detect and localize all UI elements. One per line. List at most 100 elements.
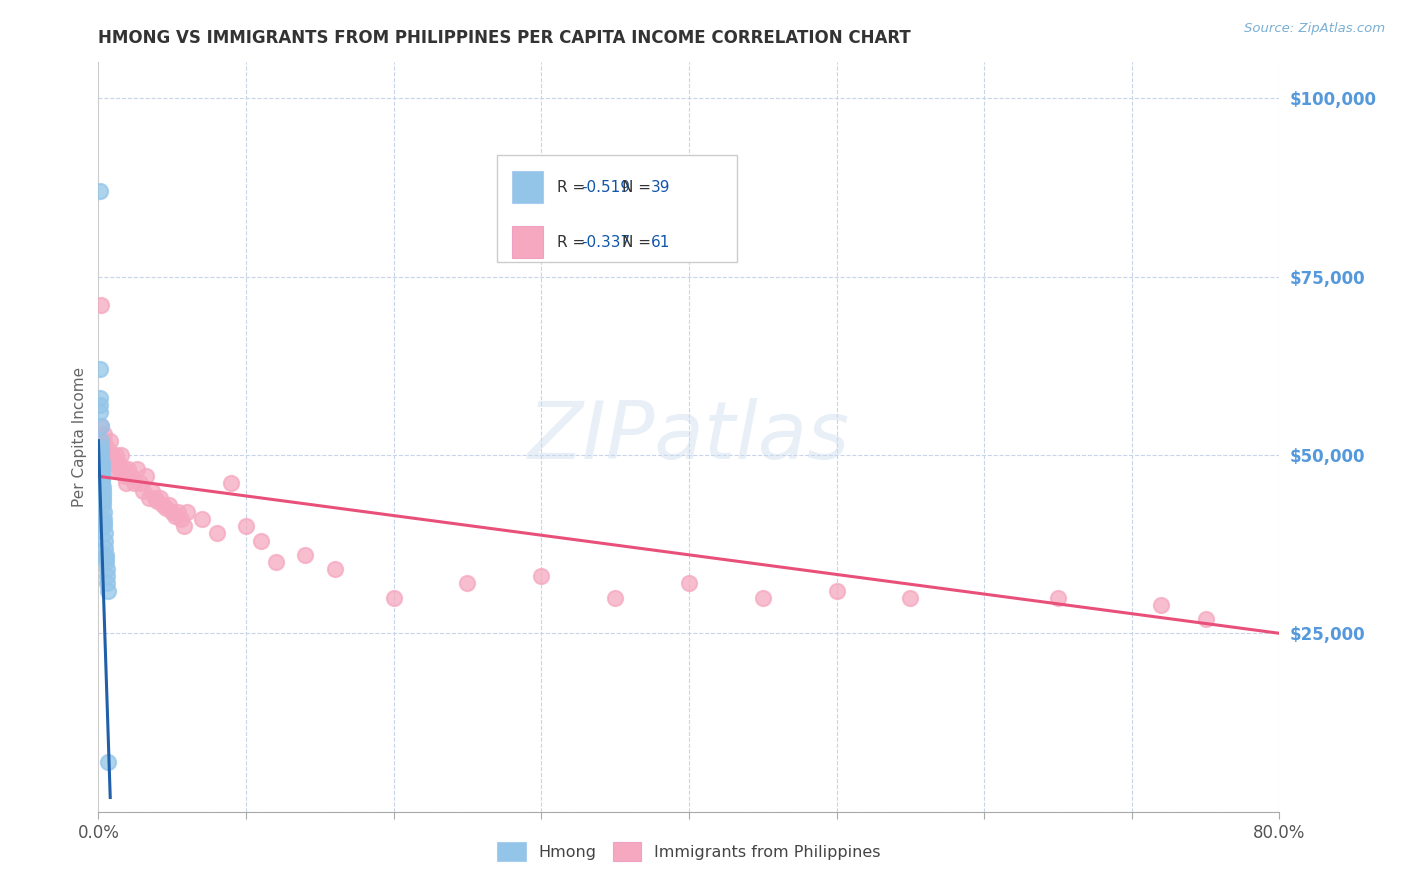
Point	[176, 505, 198, 519]
Point	[91, 494, 114, 508]
Point	[94, 541, 117, 555]
Point	[104, 462, 127, 476]
Point	[93, 426, 115, 441]
Point	[323, 562, 346, 576]
Point	[752, 591, 775, 605]
Point	[93, 519, 115, 533]
Point	[96, 562, 118, 576]
Point	[530, 569, 553, 583]
Point	[90, 448, 112, 462]
Point	[157, 498, 180, 512]
Point	[120, 469, 142, 483]
Point	[90, 455, 112, 469]
Text: -0.519: -0.519	[581, 179, 630, 194]
Point	[264, 555, 287, 569]
Point	[91, 476, 114, 491]
Point	[105, 448, 128, 462]
Point	[90, 458, 112, 473]
Point	[90, 419, 112, 434]
Text: HMONG VS IMMIGRANTS FROM PHILIPPINES PER CAPITA INCOME CORRELATION CHART: HMONG VS IMMIGRANTS FROM PHILIPPINES PER…	[98, 29, 911, 47]
Point	[90, 419, 112, 434]
Point	[94, 548, 117, 562]
Text: N =: N =	[621, 179, 655, 194]
Point	[1195, 612, 1218, 626]
Point	[110, 448, 132, 462]
Point	[100, 448, 122, 462]
Point	[108, 462, 131, 476]
Point	[94, 555, 117, 569]
Text: Source: ZipAtlas.com: Source: ZipAtlas.com	[1244, 22, 1385, 36]
Text: R =: R =	[557, 179, 591, 194]
Y-axis label: Per Capita Income: Per Capita Income	[72, 367, 87, 508]
Point	[132, 483, 155, 498]
Point	[90, 441, 112, 455]
Point	[90, 434, 112, 448]
Point	[91, 480, 114, 494]
Point	[605, 591, 627, 605]
Point	[98, 434, 121, 448]
Point	[103, 455, 125, 469]
Point	[96, 441, 118, 455]
Point	[294, 548, 316, 562]
Point	[162, 505, 183, 519]
Point	[91, 434, 114, 448]
Point	[117, 462, 139, 476]
Point	[125, 462, 148, 476]
Point	[900, 591, 922, 605]
Point	[93, 512, 115, 526]
Point	[152, 498, 174, 512]
Point	[1046, 591, 1070, 605]
Point	[94, 448, 117, 462]
Point	[112, 462, 135, 476]
Text: N =: N =	[621, 235, 655, 250]
Point	[250, 533, 273, 548]
Point	[221, 476, 243, 491]
Point	[235, 519, 257, 533]
Point	[141, 483, 163, 498]
Point	[114, 469, 136, 483]
Point	[91, 487, 114, 501]
Point	[93, 516, 115, 530]
Point	[91, 491, 114, 505]
Point	[457, 576, 479, 591]
Point	[91, 441, 114, 455]
Point	[89, 398, 111, 412]
Point	[97, 583, 120, 598]
Point	[96, 569, 118, 583]
Point	[90, 444, 112, 458]
Point	[93, 505, 115, 519]
Point	[678, 576, 700, 591]
Point	[93, 526, 115, 541]
Point	[97, 455, 120, 469]
Point	[97, 755, 120, 769]
Point	[91, 469, 114, 483]
Point	[115, 476, 138, 491]
Point	[146, 494, 169, 508]
Point	[143, 491, 166, 505]
Point	[191, 512, 214, 526]
Point	[107, 455, 129, 469]
Point	[94, 551, 117, 566]
Point	[205, 526, 228, 541]
Point	[149, 491, 172, 505]
Point	[89, 391, 111, 405]
Point	[155, 501, 177, 516]
Point	[165, 508, 187, 523]
Point	[170, 512, 193, 526]
Point	[111, 466, 134, 480]
Point	[91, 466, 114, 480]
Point	[91, 498, 114, 512]
Point	[93, 434, 115, 448]
Point	[89, 362, 111, 376]
Text: 39: 39	[651, 179, 671, 194]
Point	[96, 576, 118, 591]
Point	[128, 476, 150, 491]
Point	[89, 184, 111, 198]
Point	[138, 491, 160, 505]
Point	[90, 451, 112, 466]
Point	[90, 298, 112, 312]
Point	[173, 519, 195, 533]
Text: 61: 61	[651, 235, 671, 250]
Text: ZIPatlas: ZIPatlas	[527, 398, 851, 476]
Point	[89, 405, 111, 419]
